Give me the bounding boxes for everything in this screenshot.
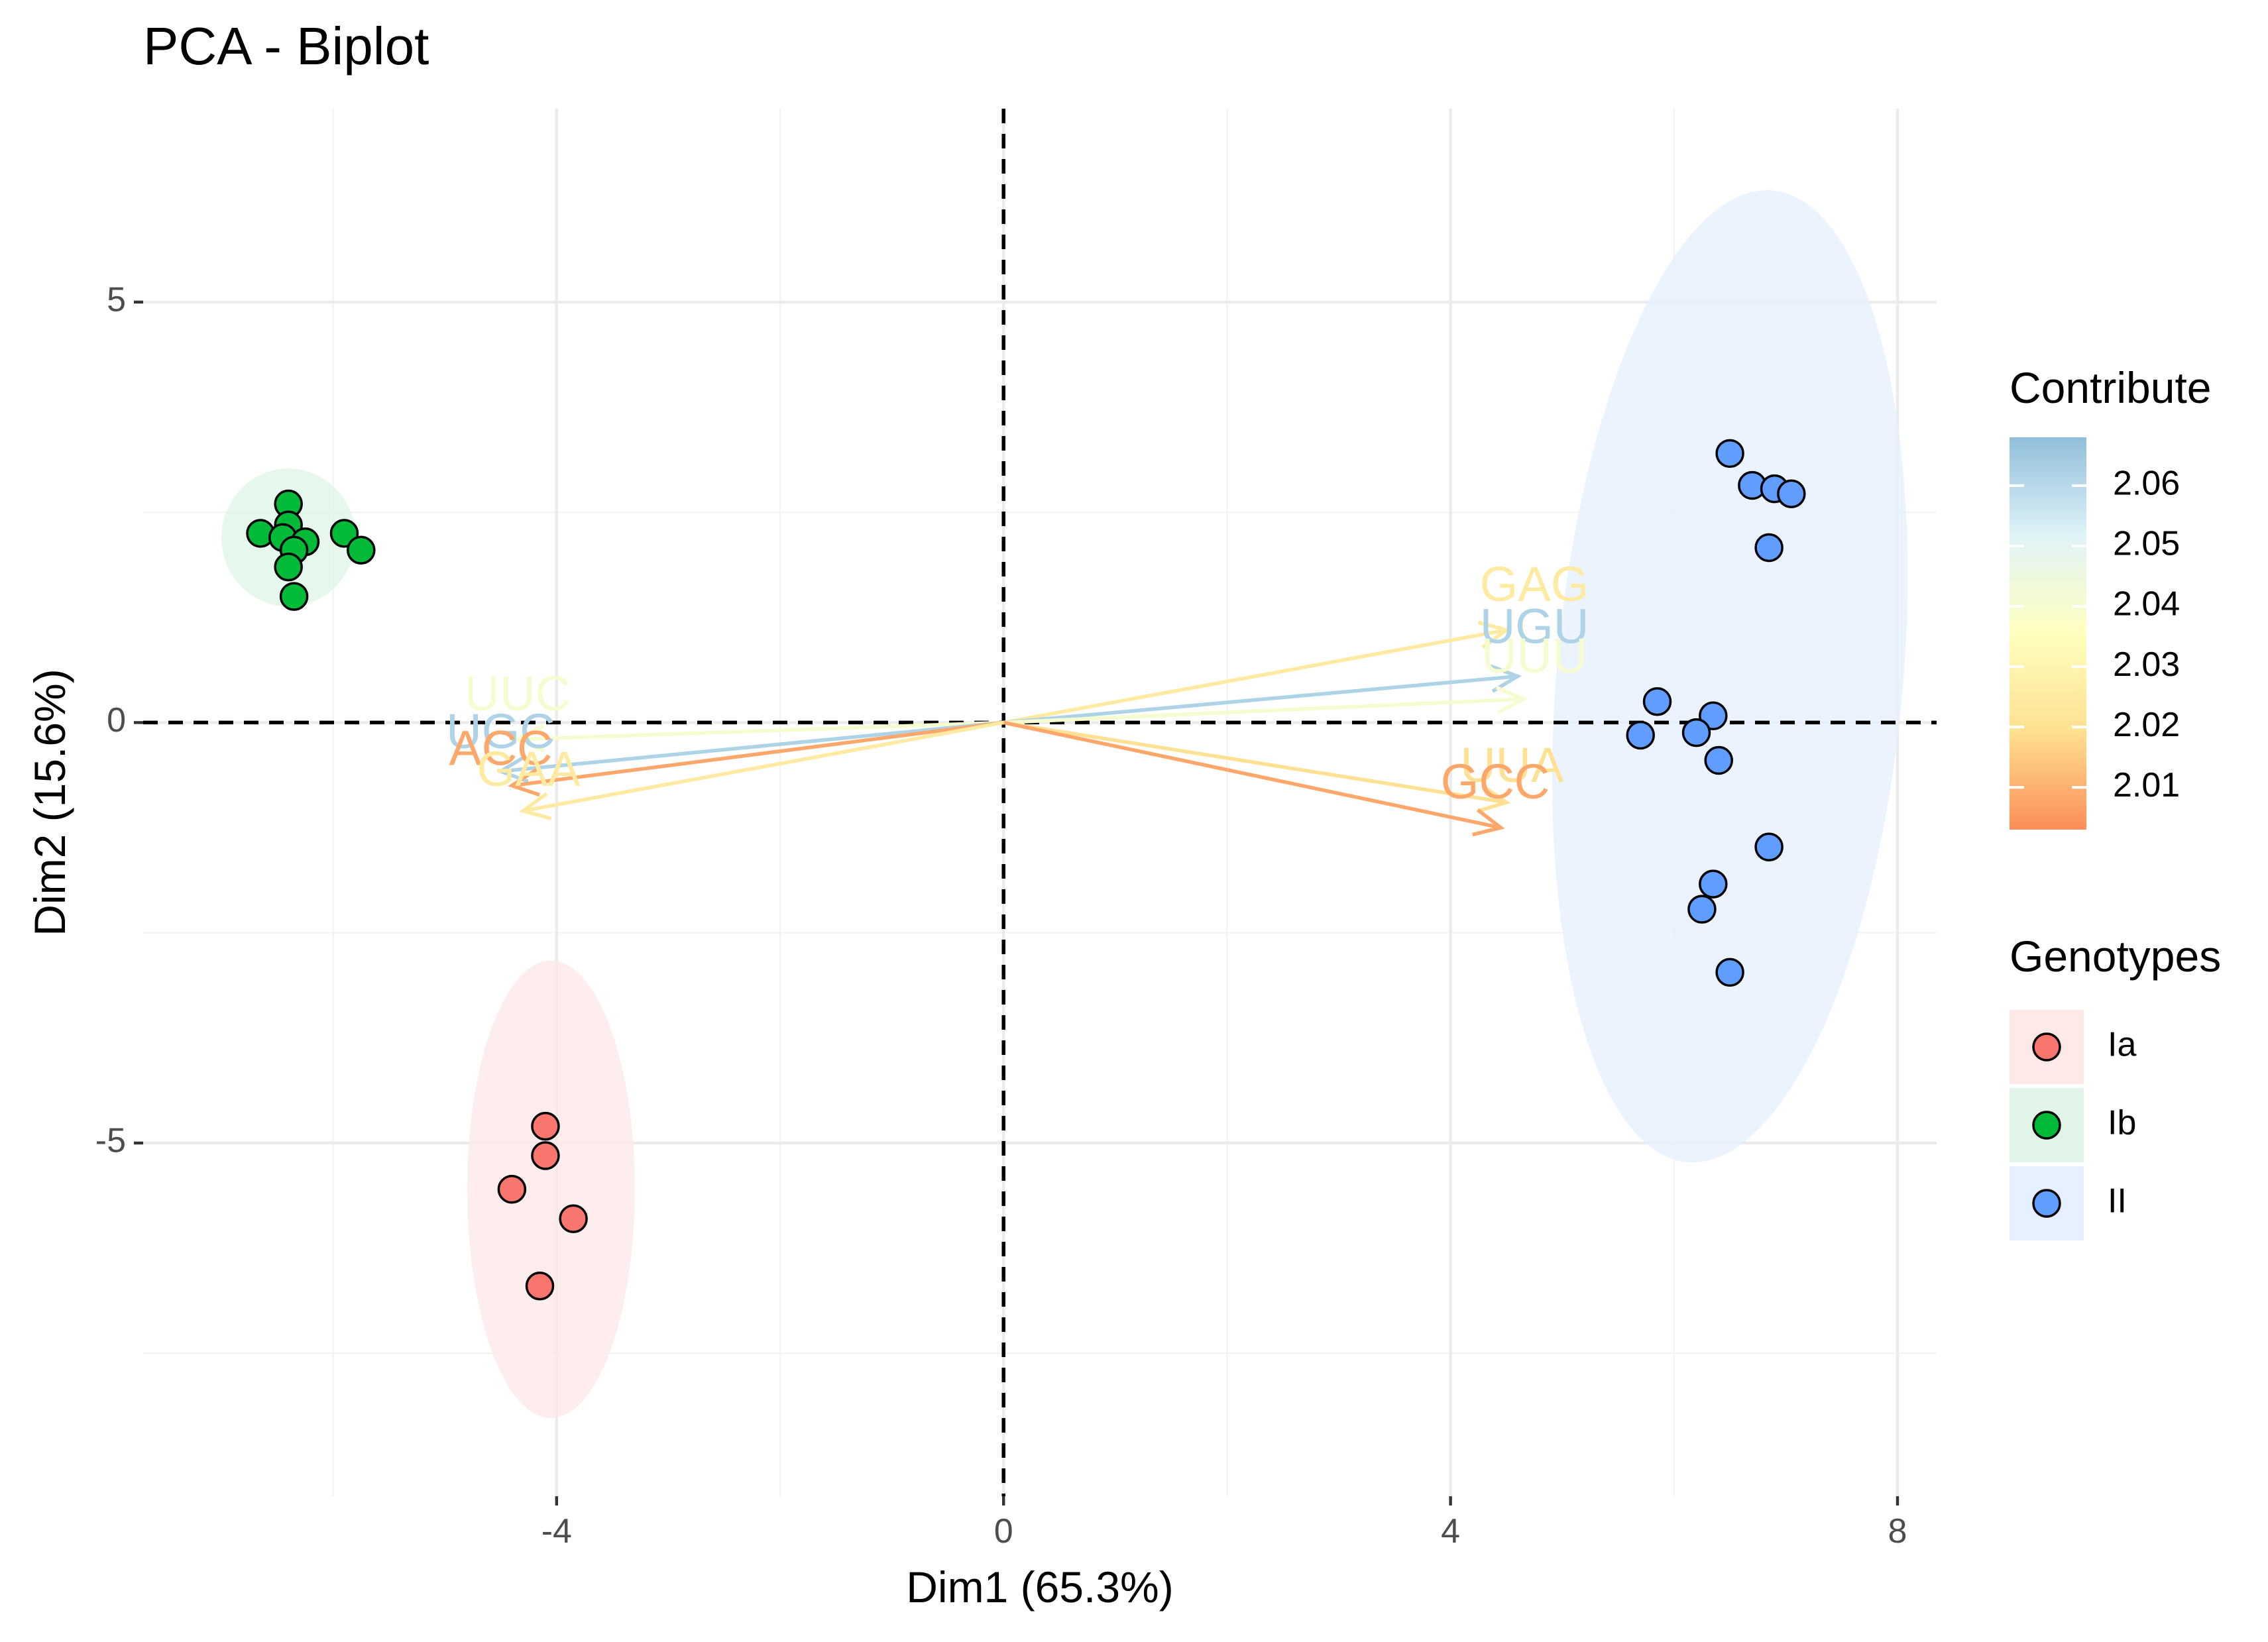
arrow-acc [508,720,1004,797]
x-tick-label: 0 [994,1512,1013,1551]
arrow-uuc [513,720,1004,753]
variable-label-gag: GAG [1480,557,1589,612]
point-ia [525,1271,555,1301]
legend-label-ib: Ib [2108,1104,2136,1142]
legend-item-ia: Ia [2010,1010,2136,1084]
point-ii [1715,439,1744,468]
legend-label-ia: Ia [2108,1026,2136,1064]
variable-label-uua: UUA [1460,738,1564,793]
genotypes-legend: Genotypes Ia Ib II [2010,932,2221,1240]
point-ia [559,1204,588,1233]
point-ib [274,552,303,582]
point-ii [1777,479,1806,508]
variable-label-ugc: UGC [446,704,555,759]
contribute-colorbar [2010,437,2086,830]
point-ia [497,1175,527,1204]
y-axis-title: Dim2 (15.6%) [25,669,74,936]
colorbar-tick-label: 2.04 [2113,585,2180,624]
x-axis-title: Dim1 (65.3%) [906,1562,1173,1612]
legend-point-ii [2032,1189,2061,1218]
contribute-legend-title: Contribute [2010,363,2212,412]
legend-point-ia [2032,1032,2061,1062]
point-ii [1642,686,1672,716]
x-tick-label: 4 [1441,1512,1460,1551]
colorbar-tick-label: 2.03 [2113,645,2180,684]
point-ii [1754,533,1784,563]
arrow-gaa [519,720,1004,821]
point-ii [1626,720,1655,750]
y-tick-label: 5 [107,281,126,319]
arrow-uuu [1003,686,1528,725]
arrow-ugu [1003,664,1522,725]
ellipse-ii [1552,190,1908,1163]
colorbar-tick-label: 2.02 [2113,706,2180,744]
colorbar-tick-label: 2.01 [2113,766,2180,804]
y-tick-label: 0 [107,701,126,739]
point-ii [1687,895,1717,924]
genotypes-legend-title: Genotypes [2010,932,2221,981]
legend-item-ib: Ib [2010,1088,2136,1162]
colorbar-tick-label: 2.05 [2113,525,2180,563]
contribute-legend: Contribute 2.01 2.02 2.03 2.04 2.05 2.06 [2010,363,2212,830]
point-ii [1704,745,1733,775]
chart-title: PCA - Biplot [143,17,429,76]
point-ii [1681,718,1711,747]
point-ii [1715,958,1744,987]
axes: -4 0 4 8 -5 0 5 [95,281,1907,1551]
point-ib [347,535,376,565]
variable-label-gaa: GAA [477,741,581,796]
variable-label-uuc: UUC [465,666,571,721]
point-ia [531,1111,560,1141]
y-tick-label: -5 [95,1122,126,1160]
variable-label-uuu: UUU [1481,628,1587,683]
arrow-gcc [1003,720,1505,837]
point-ii [1754,832,1784,862]
point-ib [279,582,309,611]
arrow-gag [1003,620,1511,725]
variable-label-gcc: GCC [1441,754,1550,809]
x-tick-label: -4 [541,1512,572,1551]
arrow-ugc [496,720,1004,783]
point-ii [1699,869,1728,899]
legend-point-ib [2032,1111,2061,1140]
genotypes-legend-items: Ia Ib II [2010,1010,2136,1240]
variable-label-acc: ACC [449,720,552,775]
arrow-uua [1003,720,1511,813]
variable-label-ugu: UGU [1480,598,1589,653]
point-ia [531,1141,560,1170]
variable-arrows [496,620,1528,837]
confidence-ellipses [221,190,1908,1418]
contribute-colorbar-ticks: 2.01 2.02 2.03 2.04 2.05 2.06 [2010,465,2180,804]
legend-item-ii: II [2010,1166,2127,1240]
x-tick-label: 8 [1888,1512,1907,1551]
legend-label-ii: II [2108,1182,2127,1221]
colorbar-tick-label: 2.06 [2113,465,2180,503]
individual-points [246,439,1806,1301]
ellipse-ia [467,960,635,1418]
